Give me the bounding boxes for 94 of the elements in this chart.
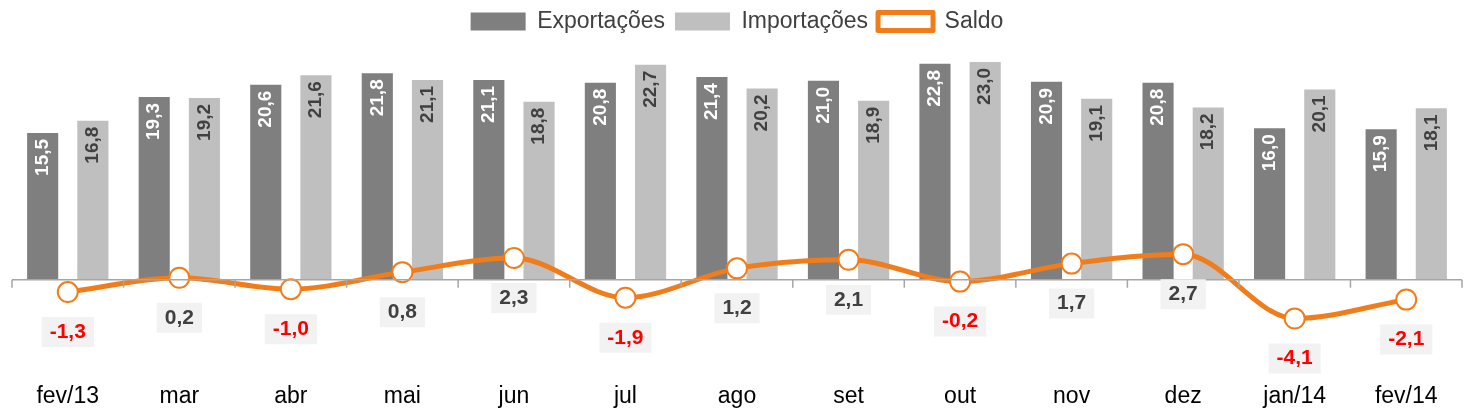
bar xyxy=(27,132,59,280)
bar xyxy=(1081,98,1113,280)
point xyxy=(837,248,860,271)
data-label: 20,8 xyxy=(588,88,610,126)
data-label: 0,8 xyxy=(387,298,418,322)
data-label: -0,2 xyxy=(941,308,979,332)
legend-label: Exportações xyxy=(537,6,665,33)
data-label: 16,8 xyxy=(81,126,103,164)
point xyxy=(502,246,525,269)
data-label: 2,3 xyxy=(499,284,529,308)
legend-label: Saldo xyxy=(944,6,1004,33)
bar xyxy=(858,100,890,280)
bar xyxy=(473,79,505,280)
data-label: 15,9 xyxy=(1369,135,1391,173)
data-label: 20,8 xyxy=(1146,88,1168,126)
x-tick-label: mai xyxy=(383,381,421,408)
data-label: 21,1 xyxy=(477,85,499,123)
bar xyxy=(523,101,555,280)
data-label: 19,2 xyxy=(192,103,214,141)
data-label: 21,1 xyxy=(415,85,437,123)
data-label: 1,7 xyxy=(1057,290,1087,314)
x-tick-label: set xyxy=(833,381,865,408)
x-tick-label: mar xyxy=(159,381,200,408)
bar xyxy=(411,79,444,280)
x-tick-label: jul xyxy=(612,381,637,408)
x-tick-label: abr xyxy=(274,381,308,408)
bar xyxy=(188,97,220,280)
data-label: 20,9 xyxy=(1034,87,1056,125)
data-label: 20,1 xyxy=(1308,94,1330,133)
data-label: 21,8 xyxy=(365,79,387,117)
data-label: 22,8 xyxy=(923,69,945,107)
bar xyxy=(807,80,839,280)
data-label: 2,1 xyxy=(833,286,864,310)
data-label: 0,2 xyxy=(164,304,194,328)
data-label: 18,9 xyxy=(861,106,883,144)
data-label: 21,0 xyxy=(811,86,833,124)
bar xyxy=(1192,107,1224,280)
point xyxy=(1060,252,1083,275)
data-label: 16,0 xyxy=(1257,134,1279,172)
point xyxy=(614,286,637,309)
legend-label: Importações xyxy=(741,6,869,33)
data-label: 2,7 xyxy=(1168,280,1198,304)
point xyxy=(1395,288,1418,311)
data-label: 23,0 xyxy=(973,67,995,105)
bar xyxy=(746,88,778,280)
x-tick-label: out xyxy=(944,381,977,408)
bar xyxy=(361,73,393,280)
point xyxy=(279,278,302,301)
data-label: 19,1 xyxy=(1084,104,1106,142)
x-tick-label: jun xyxy=(497,381,530,408)
point xyxy=(168,266,191,289)
bar xyxy=(969,61,1001,280)
x-tick-label: fev/14 xyxy=(1374,381,1438,408)
bar xyxy=(1365,129,1397,280)
bar xyxy=(1304,89,1336,280)
data-label: 21,4 xyxy=(700,82,722,121)
data-label: -2,1 xyxy=(1388,326,1425,350)
data-label: -1,9 xyxy=(607,324,644,348)
data-label: -1,0 xyxy=(272,315,309,339)
data-label: 18,2 xyxy=(1196,113,1218,151)
x-tick-label: nov xyxy=(1053,381,1091,408)
data-label: 20,6 xyxy=(253,90,275,128)
data-label: 1,2 xyxy=(722,295,752,319)
data-label: 19,3 xyxy=(142,102,164,140)
point xyxy=(949,270,972,293)
bar xyxy=(584,82,616,280)
bar xyxy=(300,75,332,280)
data-label: 18,1 xyxy=(1419,113,1441,152)
bar xyxy=(138,96,170,280)
bar xyxy=(1254,128,1286,280)
data-label: 18,8 xyxy=(527,107,549,145)
point xyxy=(391,261,414,284)
bar xyxy=(1030,81,1063,280)
x-tick-label: dez xyxy=(1164,381,1202,408)
data-label: 20,2 xyxy=(750,94,772,132)
point xyxy=(1283,307,1306,330)
x-tick-label: fev/13 xyxy=(36,381,100,408)
data-label: 21,6 xyxy=(304,81,326,119)
data-label: -1,3 xyxy=(49,318,86,342)
bar xyxy=(1415,108,1447,280)
x-tick-label: ago xyxy=(717,381,757,408)
point xyxy=(1172,243,1195,266)
bar xyxy=(1142,82,1174,280)
bar xyxy=(919,63,951,280)
bar xyxy=(635,64,667,280)
data-label: 22,7 xyxy=(638,70,660,108)
point xyxy=(56,281,79,304)
bar xyxy=(77,120,109,280)
bar xyxy=(696,77,728,280)
data-label: 15,5 xyxy=(30,138,52,176)
x-tick-label: jan/14 xyxy=(1262,381,1327,408)
data-label: -4,1 xyxy=(1276,345,1314,369)
bar xyxy=(250,84,282,280)
point xyxy=(726,257,748,280)
